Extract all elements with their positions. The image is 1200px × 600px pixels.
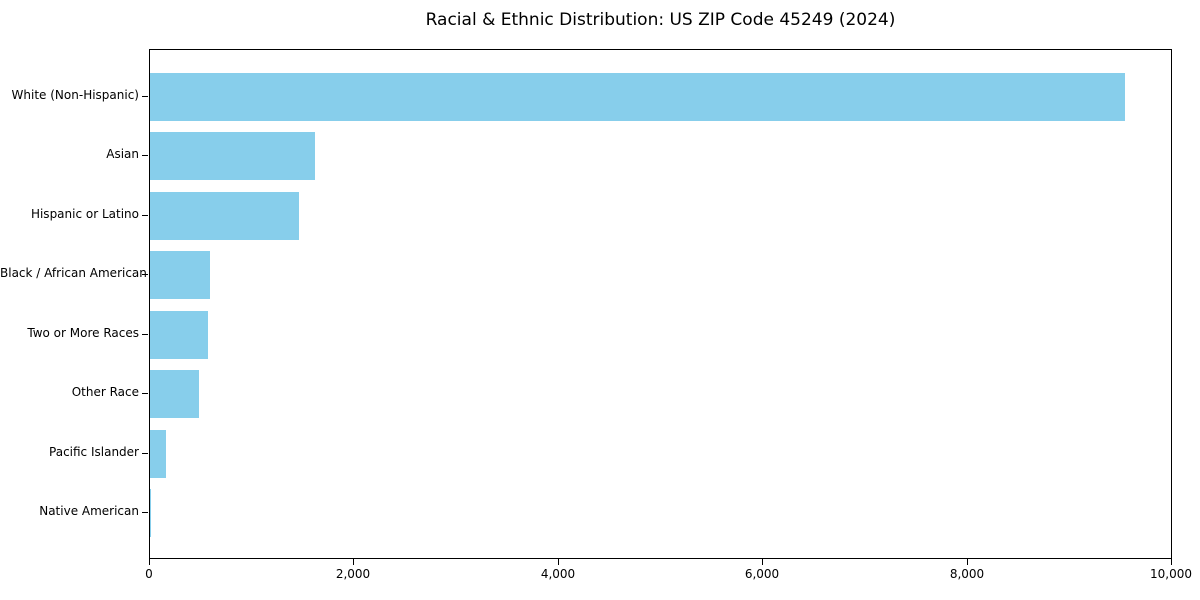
x-tick-mark — [967, 559, 968, 565]
y-tick-label: White (Non-Hispanic) — [11, 88, 139, 102]
y-tick-label: Other Race — [71, 385, 139, 399]
x-tick-label: 6,000 — [744, 567, 780, 581]
y-tick-label: Asian — [106, 147, 139, 161]
bar-black-african-american — [150, 251, 210, 299]
y-tick-label: Black / African American — [0, 266, 147, 280]
x-tick-mark — [1171, 559, 1172, 565]
y-tick-mark — [142, 274, 148, 275]
y-tick-mark — [142, 215, 148, 216]
bar-pacific-islander — [150, 430, 166, 478]
y-tick-mark — [142, 155, 148, 156]
y-tick-mark — [142, 393, 148, 394]
y-tick-label: Pacific Islander — [49, 445, 139, 459]
bar-native-american — [150, 489, 151, 537]
x-tick-label: 10,000 — [1150, 567, 1192, 581]
y-tick-mark — [142, 512, 148, 513]
y-tick-label: Native American — [39, 504, 139, 518]
bar-white-non-hispanic — [150, 73, 1125, 121]
x-tick-mark — [353, 559, 354, 565]
y-tick-label: Hispanic or Latino — [30, 207, 139, 221]
y-tick-mark — [142, 453, 148, 454]
x-tick-mark — [558, 559, 559, 565]
plot-area — [149, 49, 1172, 559]
bar-asian — [150, 132, 315, 180]
bar-two-or-more-races — [150, 311, 208, 359]
bar-other-race — [150, 370, 199, 418]
x-tick-label: 2,000 — [335, 567, 371, 581]
x-tick-label: 0 — [145, 567, 153, 581]
x-tick-label: 4,000 — [540, 567, 576, 581]
chart-title: Racial & Ethnic Distribution: US ZIP Cod… — [425, 10, 896, 30]
x-tick-mark — [149, 559, 150, 565]
y-tick-mark — [142, 334, 148, 335]
x-tick-mark — [762, 559, 763, 565]
bar-hispanic-or-latino — [150, 192, 299, 240]
y-tick-label: Two or More Races — [27, 326, 139, 340]
x-tick-label: 8,000 — [949, 567, 985, 581]
y-tick-mark — [142, 96, 148, 97]
